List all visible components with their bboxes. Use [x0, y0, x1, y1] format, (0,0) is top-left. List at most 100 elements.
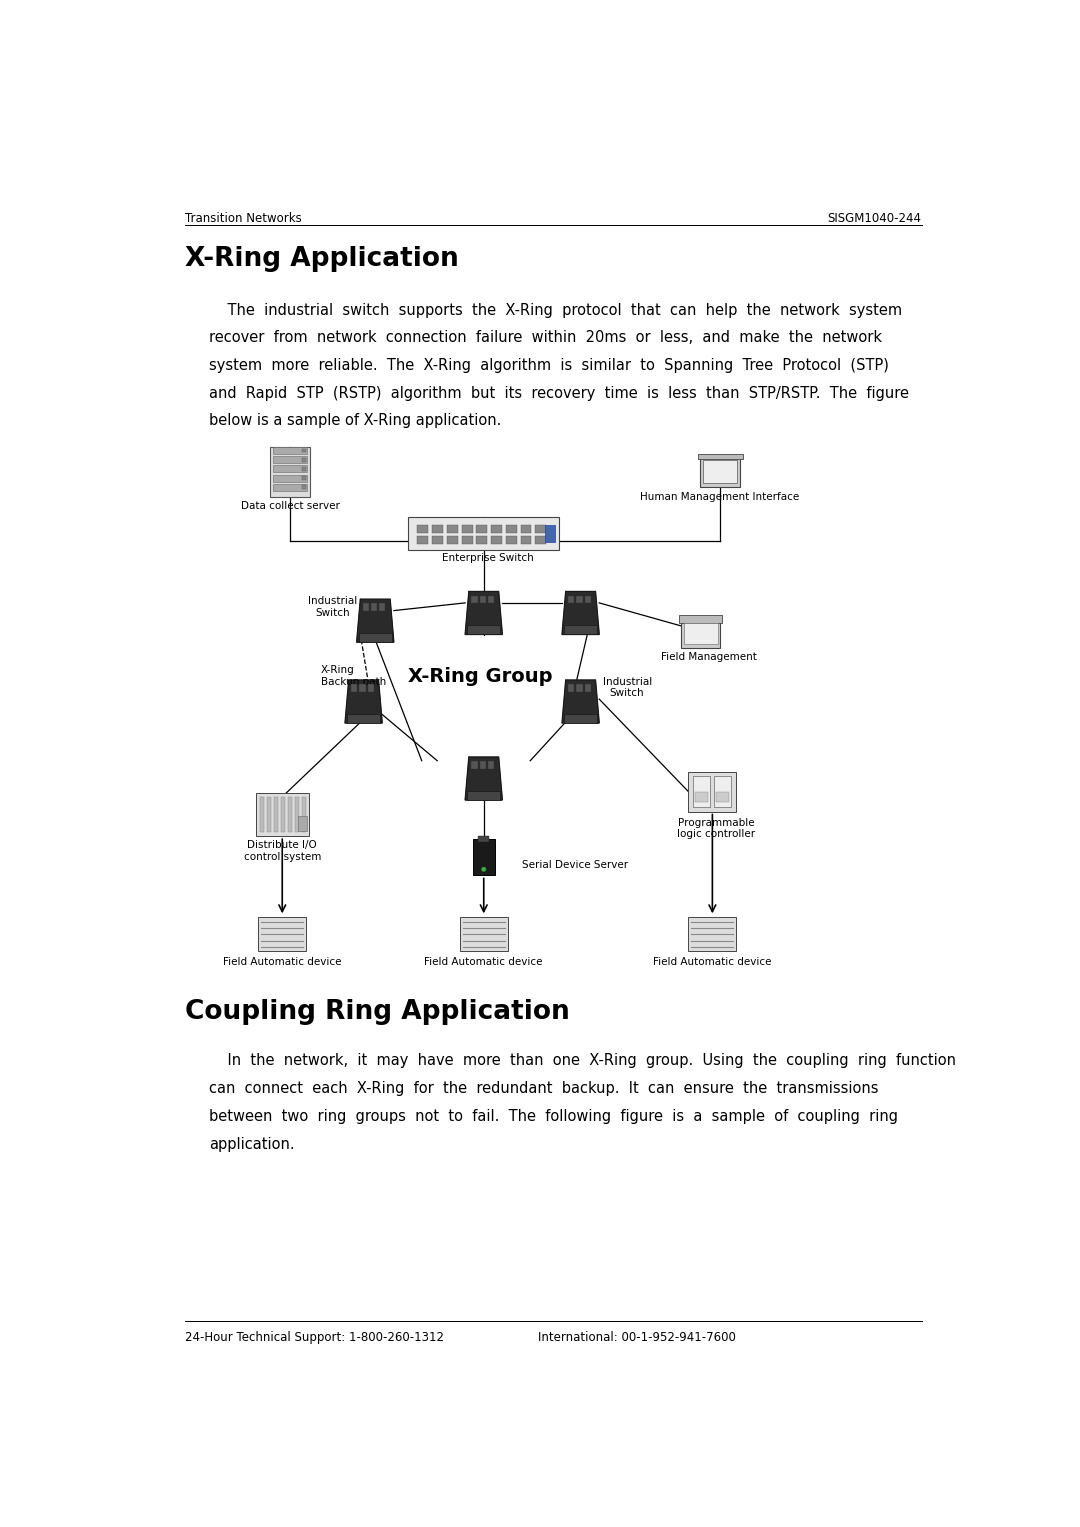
Bar	[418, 525, 429, 533]
Text: Field Automatic device: Field Automatic device	[424, 957, 543, 967]
Text: Field Automatic device: Field Automatic device	[653, 957, 771, 967]
Bar	[302, 467, 306, 470]
Bar	[281, 797, 285, 832]
Bar	[302, 476, 306, 479]
Bar	[716, 791, 729, 802]
Bar	[521, 536, 531, 544]
Bar	[363, 603, 369, 611]
Polygon shape	[465, 591, 502, 634]
Bar	[260, 797, 265, 832]
Polygon shape	[562, 680, 599, 722]
Text: between  two  ring  groups  not  to  fail.  The  following  figure  is  a  sampl: between two ring groups not to fail. The…	[208, 1109, 897, 1124]
Bar	[432, 525, 443, 533]
Text: X-Ring
Backup path: X-Ring Backup path	[321, 666, 387, 687]
Bar	[505, 525, 516, 533]
Bar	[488, 762, 494, 770]
Bar	[476, 536, 487, 544]
Bar	[584, 596, 591, 603]
Polygon shape	[465, 757, 502, 800]
Bar	[467, 625, 500, 634]
Text: X-Ring Application: X-Ring Application	[186, 246, 459, 272]
Bar	[471, 596, 477, 603]
Text: Field Management: Field Management	[661, 652, 756, 663]
Bar	[302, 458, 306, 461]
Bar	[473, 838, 495, 875]
Bar	[372, 603, 377, 611]
Bar	[273, 466, 307, 472]
Bar	[536, 525, 546, 533]
Text: In  the  network,  it  may  have  more  than  one  X-Ring  group.  Using  the  c: In the network, it may have more than on…	[208, 1054, 956, 1069]
Bar	[698, 454, 743, 460]
Text: Serial Device Server: Serial Device Server	[523, 860, 629, 870]
Bar	[577, 684, 582, 692]
Bar	[700, 458, 740, 487]
Text: Transition Networks: Transition Networks	[186, 212, 302, 226]
Bar	[359, 632, 392, 643]
Polygon shape	[562, 591, 599, 634]
Bar	[679, 615, 723, 623]
Bar	[367, 684, 374, 692]
Bar	[521, 525, 531, 533]
Bar	[461, 525, 473, 533]
Bar	[480, 596, 486, 603]
Bar	[478, 837, 489, 843]
Bar	[302, 486, 306, 489]
Bar	[693, 776, 710, 806]
Bar	[684, 623, 718, 644]
Text: below is a sample of X-Ring application.: below is a sample of X-Ring application.	[208, 414, 501, 429]
Bar	[536, 536, 546, 544]
Bar	[564, 625, 597, 634]
Text: Data collect server: Data collect server	[241, 501, 339, 512]
Bar	[379, 603, 386, 611]
Bar	[461, 536, 473, 544]
Polygon shape	[345, 680, 382, 722]
Text: recover  from  network  connection  failure  within  20ms  or  less,  and  make : recover from network connection failure …	[208, 330, 881, 345]
Bar	[287, 797, 293, 832]
Text: Distribute I/O
control system: Distribute I/O control system	[244, 840, 321, 861]
Bar	[505, 536, 516, 544]
Bar	[467, 791, 500, 800]
Bar	[681, 620, 720, 647]
Bar	[270, 447, 310, 496]
Text: 24-Hour Technical Support: 1-800-260-1312: 24-Hour Technical Support: 1-800-260-131…	[186, 1330, 444, 1344]
Text: Industrial
Switch: Industrial Switch	[308, 596, 357, 617]
Bar	[447, 536, 458, 544]
Text: Coupling Ring Application: Coupling Ring Application	[186, 1000, 570, 1026]
Bar	[688, 916, 737, 951]
Bar	[273, 797, 279, 832]
Bar	[295, 797, 299, 832]
Bar	[418, 536, 429, 544]
Text: Field Automatic device: Field Automatic device	[222, 957, 341, 967]
Text: Industrial
Switch: Industrial Switch	[603, 676, 651, 698]
Bar	[347, 713, 380, 722]
Text: International: 00-1-952-941-7600: International: 00-1-952-941-7600	[538, 1330, 735, 1344]
Bar	[491, 525, 502, 533]
Bar	[460, 916, 508, 951]
Bar	[568, 684, 575, 692]
Bar	[408, 518, 559, 550]
Bar	[256, 794, 309, 835]
Text: and  Rapid  STP  (RSTP)  algorithm  but  its  recovery  time  is  less  than  ST: and Rapid STP (RSTP) algorithm but its r…	[208, 386, 908, 400]
Bar	[267, 797, 271, 832]
Text: Human Management Interface: Human Management Interface	[640, 492, 800, 502]
Bar	[258, 916, 307, 951]
Text: SISGM1040-244: SISGM1040-244	[827, 212, 921, 226]
Bar	[273, 447, 307, 454]
Polygon shape	[356, 599, 394, 643]
Text: system  more  reliable.  The  X-Ring  algorithm  is  similar  to  Spanning  Tree: system more reliable. The X-Ring algorit…	[208, 357, 889, 373]
Circle shape	[482, 867, 486, 872]
Bar	[703, 461, 738, 483]
Bar	[298, 815, 307, 831]
Bar	[696, 791, 707, 802]
Bar	[301, 797, 307, 832]
Text: application.: application.	[208, 1136, 294, 1151]
Bar	[577, 596, 582, 603]
Bar	[302, 449, 306, 452]
Bar	[471, 762, 477, 770]
Bar	[545, 525, 555, 542]
Text: X-Ring Group: X-Ring Group	[407, 667, 552, 686]
Bar	[488, 596, 494, 603]
Bar	[714, 776, 731, 806]
Text: Programmable
logic controller: Programmable logic controller	[677, 818, 755, 840]
Text: The  industrial  switch  supports  the  X-Ring  protocol  that  can  help  the  : The industrial switch supports the X-Rin…	[208, 302, 902, 318]
